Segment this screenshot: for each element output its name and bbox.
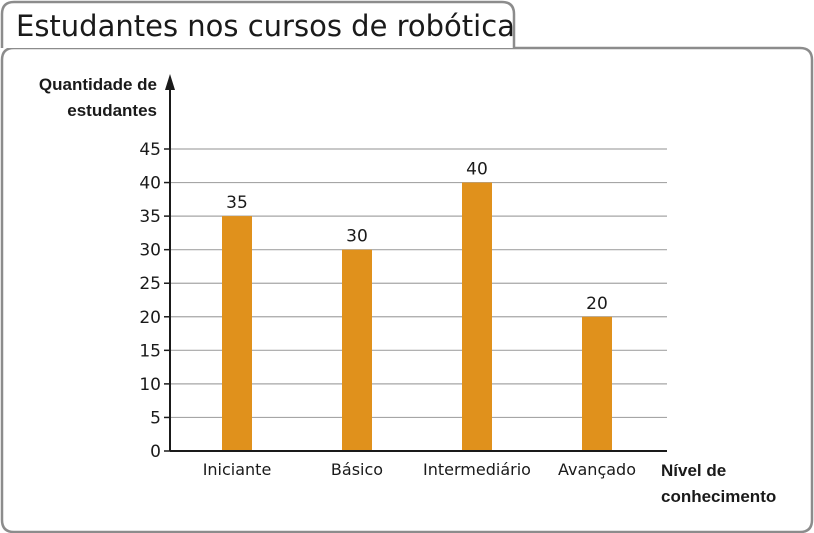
data-label: 20 — [586, 294, 608, 314]
data-label: 40 — [466, 160, 488, 180]
bar — [462, 182, 492, 452]
y-tick-label: 5 — [150, 408, 161, 428]
category-label: Intermediário — [423, 460, 531, 479]
data-label: 30 — [346, 227, 368, 247]
bars — [222, 182, 612, 452]
y-tick-label: 15 — [139, 341, 161, 361]
y-tick-label: 20 — [139, 308, 161, 328]
y-axis-arrow — [165, 74, 175, 90]
x-axis-title-line-1: Nível de — [661, 461, 726, 480]
y-tick-label: 45 — [139, 140, 161, 160]
data-label: 35 — [226, 193, 248, 213]
data-labels: 35 30 40 20 — [226, 160, 608, 314]
y-tick-label: 35 — [139, 207, 161, 227]
y-tick-label: 30 — [139, 241, 161, 261]
bar — [342, 249, 372, 451]
category-label: Básico — [331, 460, 383, 479]
x-axis-title-line-2: conhecimento — [661, 487, 776, 506]
y-axis-title-line-1: Quantidade de — [39, 75, 157, 94]
category-label: Avançado — [558, 460, 636, 479]
category-labels: Iniciante Básico Intermediário Avançado — [203, 460, 636, 479]
y-axis-title-line-2: estudantes — [67, 101, 157, 120]
chart-title: Estudantes nos cursos de robótica — [16, 9, 515, 43]
y-tick-label: 40 — [139, 174, 161, 194]
chart-frame — [0, 46, 814, 533]
y-tick-label: 10 — [139, 375, 161, 395]
title-tab — [0, 0, 516, 48]
y-tick-label: 0 — [150, 442, 161, 462]
y-tick-label: 25 — [139, 274, 161, 294]
y-ticks: 0 5 10 15 20 25 30 35 40 45 — [139, 140, 170, 462]
category-label: Iniciante — [203, 460, 272, 479]
bar — [582, 316, 612, 451]
bar — [222, 216, 252, 451]
